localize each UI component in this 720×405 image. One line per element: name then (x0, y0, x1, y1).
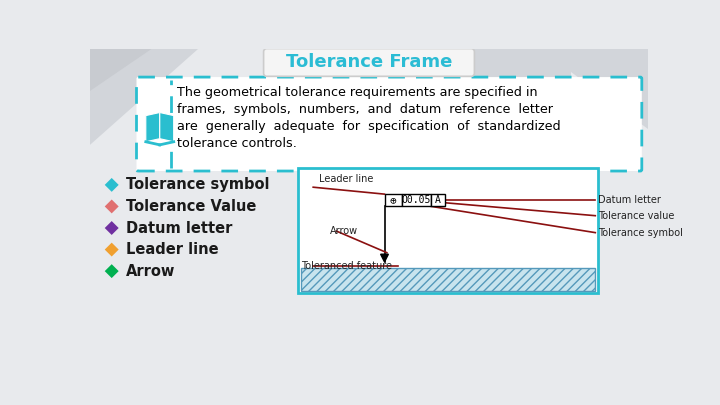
Polygon shape (539, 49, 648, 130)
Text: O0.05: O0.05 (402, 195, 431, 205)
Polygon shape (90, 49, 152, 91)
Text: Tolerance Frame: Tolerance Frame (286, 53, 452, 71)
Text: Leader line: Leader line (320, 174, 374, 184)
Text: Datum letter: Datum letter (598, 195, 661, 205)
FancyBboxPatch shape (264, 49, 474, 76)
Polygon shape (104, 200, 119, 213)
Text: tolerance controls.: tolerance controls. (177, 137, 297, 150)
Polygon shape (369, 49, 570, 245)
Text: Toleranced feature: Toleranced feature (301, 261, 392, 271)
Text: A: A (435, 195, 441, 205)
Polygon shape (104, 264, 119, 278)
Polygon shape (104, 221, 119, 235)
Polygon shape (160, 113, 174, 142)
Text: Leader line: Leader line (126, 242, 218, 257)
Text: Tolerance value: Tolerance value (598, 211, 675, 221)
Text: Tolerance symbol: Tolerance symbol (598, 228, 683, 238)
Text: Tolerance Value: Tolerance Value (126, 199, 256, 214)
Text: Datum letter: Datum letter (126, 220, 232, 236)
Text: frames,  symbols,  numbers,  and  datum  reference  letter: frames, symbols, numbers, and datum refe… (177, 103, 553, 116)
Bar (301, 268, 595, 291)
Polygon shape (104, 178, 119, 192)
Polygon shape (90, 49, 199, 145)
Text: Tolerance symbol: Tolerance symbol (126, 177, 269, 192)
Bar (431, 194, 445, 207)
Polygon shape (381, 254, 388, 262)
Text: The geometrical tolerance requirements are specified in: The geometrical tolerance requirements a… (177, 86, 537, 99)
Polygon shape (145, 113, 160, 142)
FancyBboxPatch shape (137, 77, 642, 171)
Text: Arrow: Arrow (330, 226, 359, 236)
Bar (297, 168, 598, 293)
Polygon shape (104, 243, 119, 256)
Bar (402, 194, 431, 207)
Bar (384, 194, 402, 207)
Text: Arrow: Arrow (126, 264, 175, 279)
Text: ⊕: ⊕ (390, 195, 397, 205)
Text: are  generally  adequate  for  specification  of  standardized: are generally adequate for specification… (177, 120, 560, 133)
